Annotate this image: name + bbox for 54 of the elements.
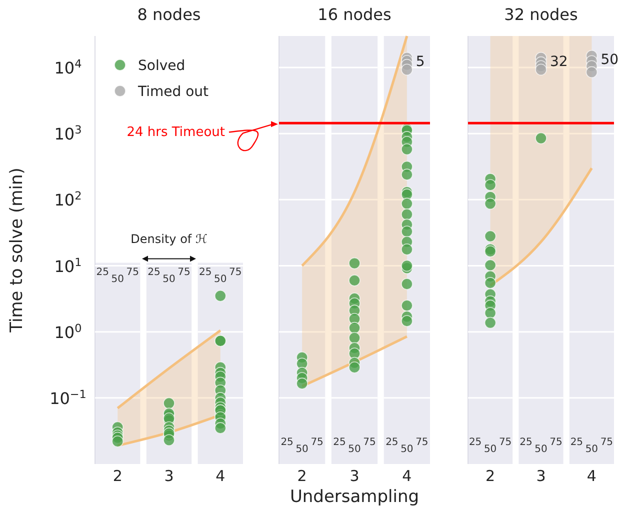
y-tick-label: 10$^{4}$ [54,57,82,78]
annotation: 25 [280,437,294,448]
annotation: 50 [534,444,548,455]
annotation: 75 [416,437,428,448]
x-tick-label: 2 [486,467,496,485]
annotation: 75 [310,437,324,448]
x-tick-label: 4 [402,467,412,485]
x-tick-label: 3 [164,467,174,485]
annotation: 75 [498,437,512,448]
y-tick-label: 10$^{3}$ [54,123,82,144]
y-tick-label: 10$^{1}$ [54,255,82,276]
annotation: 50 [214,274,227,285]
x-tick-label: 4 [586,467,596,485]
y-tick-label: 10$^{2}$ [54,189,82,210]
annotation: 50 [296,444,308,455]
annotation: 50 [600,52,619,68]
annotation: 75 [229,266,242,278]
annotation: 25 [333,437,346,448]
legend-label: Timed out [137,84,210,100]
annotation: 75 [126,266,139,278]
chart-title: 8 nodes [137,5,201,24]
annotation: 75 [363,437,376,448]
annotation: 50 [484,444,497,455]
chart-title: 32 nodes [504,5,578,24]
x-tick-label: 3 [350,467,360,485]
annotation: 75 [178,266,190,278]
y-axis-title: Time to solve (min) [7,168,27,334]
annotation: 50 [111,274,124,285]
annotation: 75 [550,437,562,448]
x-tick-label: 3 [536,467,546,485]
annotation: 75 [600,437,614,448]
annotation: Density of ℋ [130,232,208,246]
annotation: 50 [400,444,414,455]
y-tick-label: 10$^{0}$ [54,321,82,342]
chart-title: 16 nodes [318,5,392,24]
annotation: 25 [520,437,532,448]
y-tick-label: 10$^{−1}$ [50,387,86,408]
annotation: 50 [348,444,361,455]
annotation: 25 [468,437,482,448]
annotation: 25 [96,266,109,278]
x-tick-label: 4 [216,467,226,485]
annotation: 50 [162,274,176,285]
annotation: 25 [570,437,584,448]
annotation: 25 [199,266,212,278]
annotation: 50 [585,444,598,455]
annotation: 25 [148,266,160,278]
x-tick-label: 2 [112,467,122,485]
x-axis-title: Undersampling [290,487,420,507]
ref-line-label: 24 hrs Timeout [126,125,225,140]
annotation: 5 [416,54,425,70]
x-tick-label: 2 [297,467,307,485]
legend-label: Solved [138,58,186,74]
annotation: 25 [386,437,398,448]
annotation: 32 [550,54,568,70]
